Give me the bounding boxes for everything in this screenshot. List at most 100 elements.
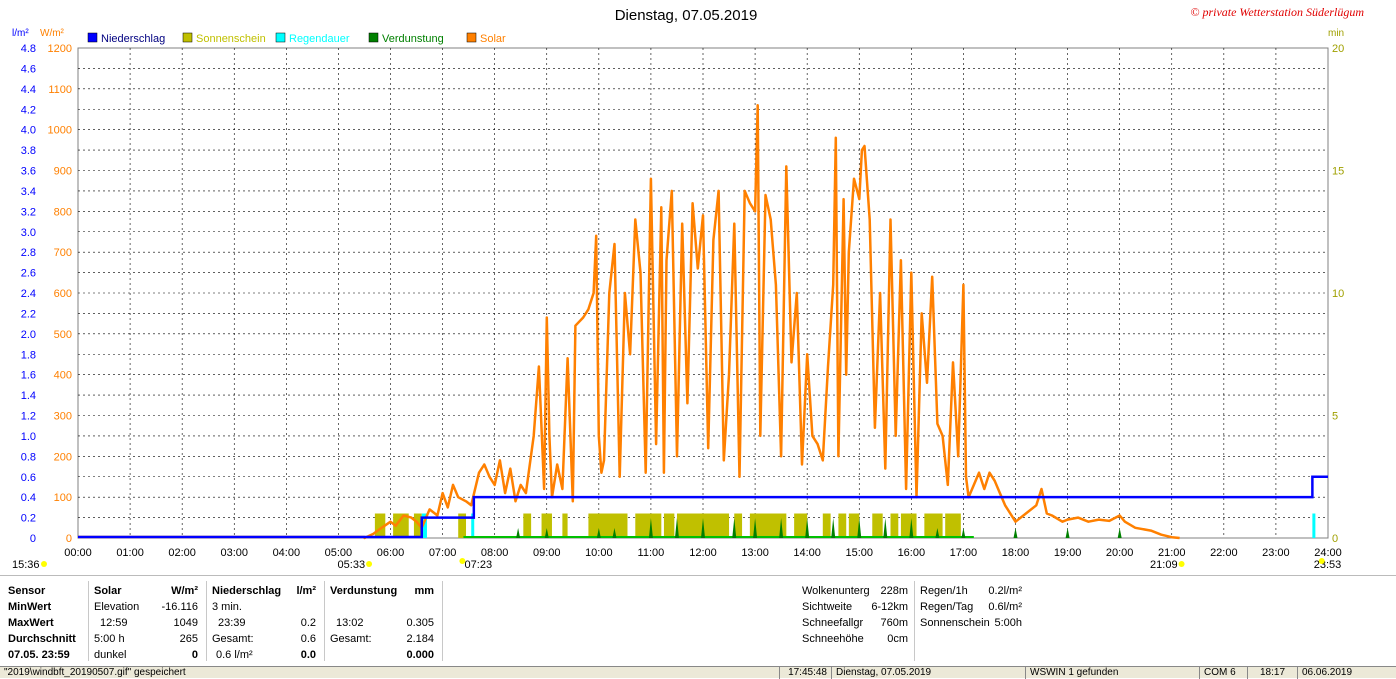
sunshine-bar [393, 513, 409, 538]
y-tick-label-mm: 3.8 [21, 145, 36, 157]
regen-1h-label: Regen/1h [920, 585, 968, 597]
sunshine-bar [794, 513, 808, 538]
status-message: "2019\windbft_20190507.gif" gespeichert [0, 667, 780, 679]
sunshine-bar [635, 513, 662, 538]
evaporation-spike [1065, 528, 1070, 538]
x-tick-label: 16:00 [898, 547, 926, 559]
schneehoehe-value: 0cm [887, 633, 908, 645]
evaporation-spike [831, 518, 836, 538]
precipitation-line [78, 475, 1328, 539]
evaporation-spike [732, 518, 737, 538]
sunshine-bar [734, 513, 743, 538]
solar-min-label: Elevation [94, 601, 140, 613]
evaporation-spike [909, 518, 914, 538]
niederschlag-min-label: 3 min. [212, 601, 242, 613]
x-annotation-label: 23:53 [1314, 559, 1342, 571]
y-tick-label-mm: 2.4 [21, 288, 36, 300]
y-tick-label-mm: 4.6 [21, 63, 36, 75]
evaporation-spike [612, 528, 617, 538]
chart-title: Dienstag, 07.05.2019 [615, 7, 758, 24]
sunshine-bar [588, 513, 628, 538]
y-tick-label-mm: 0.2 [21, 513, 36, 525]
divider [206, 581, 207, 661]
unit-label-solar: W/m² [40, 28, 65, 39]
niederschlag-current-value: 0.0 [300, 649, 316, 661]
sunshine-bar [872, 513, 883, 538]
sun-marker [459, 558, 466, 564]
verdunstung-total-value: 2.184 [406, 633, 434, 645]
schneefallgr-value: 760m [880, 617, 908, 629]
x-tick-label: 12:00 [689, 547, 717, 559]
evaporation-spike [596, 528, 601, 538]
verdunstung-max-time: 13:02 [336, 617, 364, 629]
sensor-row-max: MaxWert [8, 617, 54, 629]
y-tick-label-solar: 900 [54, 166, 72, 178]
regen-tag-value: 0.6l/m² [988, 601, 1022, 613]
legend-label: Verdunstung [382, 33, 444, 45]
solar-current-value: 0 [191, 649, 198, 661]
y-tick-label-solar: 1100 [48, 84, 72, 96]
solar-avg-label: 5:00 h [94, 633, 125, 645]
sunshine-bar [374, 513, 386, 538]
y-tick-label-mm: 4.2 [21, 104, 36, 116]
sunshine-bar [663, 513, 675, 538]
y-tick-label-solar: 1200 [48, 43, 72, 55]
status-time: 17:45:48 [780, 667, 832, 679]
sunshine-bar [541, 513, 552, 538]
niederschlag-current-label: 0.6 l/m² [216, 649, 253, 661]
y-tick-label-mm: 0.4 [21, 492, 36, 504]
solar-min-value: -16.116 [161, 601, 199, 613]
x-tick-label: 09:00 [533, 547, 561, 559]
x-annotation-label: 21:09 [1150, 559, 1178, 571]
x-tick-label: 11:00 [638, 547, 665, 559]
sunshine-bar [838, 513, 847, 538]
sunshine-bar [900, 513, 917, 538]
x-annotation-label: 07:23 [465, 559, 493, 571]
sensor-row-min: MinWert [8, 601, 52, 613]
evaporation-spike [648, 518, 653, 538]
x-tick-label: 07:00 [429, 547, 457, 559]
solar-unit: W/m² [171, 585, 198, 597]
divider [914, 581, 915, 661]
x-annotation-label: 15:36 [12, 559, 40, 571]
status-clock: 18:17 [1248, 667, 1298, 679]
solar-current-label: dunkel [94, 649, 127, 661]
status-device: WSWIN 1 gefunden [1026, 667, 1200, 679]
y-tick-label-mm: 0 [30, 533, 36, 545]
sunshine-bar [945, 513, 961, 538]
y-tick-label-mm: 0.6 [21, 472, 36, 484]
legend-swatch [275, 32, 286, 43]
y-tick-label-solar: 700 [54, 247, 72, 259]
sunshine-bar [822, 513, 831, 538]
sunshine-bar [924, 513, 943, 538]
niederschlag-max-value: 0.2 [300, 617, 316, 629]
legend-label: Solar [480, 33, 506, 45]
evaporation-spike [544, 528, 549, 538]
legend-label: Regendauer [289, 33, 350, 45]
evaporation-spike [674, 518, 679, 538]
sunshine-bar [413, 513, 422, 538]
x-tick-label: 05:00 [325, 547, 353, 559]
x-tick-label: 01:00 [116, 547, 144, 559]
divider [324, 581, 325, 661]
x-tick-label: 21:00 [1158, 547, 1186, 559]
schneehoehe-label: Schneehöhe [802, 633, 864, 645]
sunshine-bar [890, 513, 899, 538]
evaporation-spike [1013, 528, 1018, 538]
sunshine-bar [523, 513, 532, 538]
evaporation-spike [935, 528, 940, 538]
y-tick-label-solar: 100 [54, 492, 72, 504]
y-tick-label-mm: 1.8 [21, 349, 36, 361]
status-today: 06.06.2019 [1302, 667, 1353, 678]
y-tick-label-solar: 200 [54, 451, 72, 463]
solar-max-time: 12:59 [100, 617, 128, 629]
verdunstung-current-value: 0.000 [406, 649, 434, 661]
sensor-row-current: 07.05. 23:59 [8, 649, 70, 661]
wolkenunterg-label: Wolkenunterg [802, 585, 870, 597]
regen-tag-label: Regen/Tag [920, 601, 974, 613]
solar-line [78, 103, 1180, 540]
x-tick-label: 22:00 [1210, 547, 1238, 559]
y-tick-label-mm: 2.2 [21, 308, 36, 320]
weather-chart: Dienstag, 07.05.2019 © private Wetterstat… [12, 5, 1364, 571]
niederschlag-header: Niederschlag [212, 585, 282, 597]
